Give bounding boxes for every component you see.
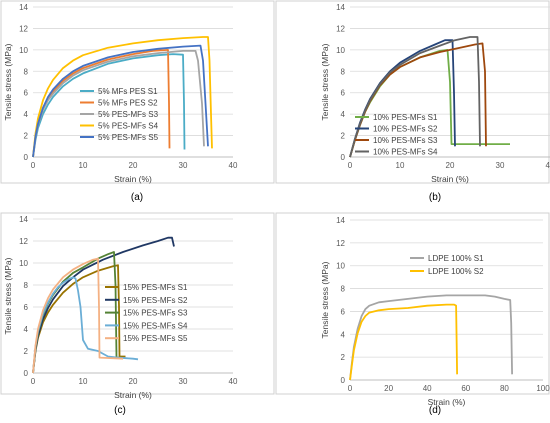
series-line (349, 36, 481, 158)
x-tick-label: 40 (229, 161, 238, 170)
panel-label: (c) (114, 405, 126, 416)
y-tick-label: 8 (24, 281, 29, 290)
x-tick-label: 20 (384, 384, 393, 393)
series-line (32, 257, 124, 374)
legend-label: 5% MFs PES S1 (98, 87, 158, 96)
legend-label: 5% MFs PES S2 (98, 99, 158, 108)
y-tick-label: 2 (24, 347, 29, 356)
y-tick-label: 6 (341, 89, 346, 98)
x-tick-label: 10 (396, 161, 405, 170)
x-tick-label: 30 (496, 161, 505, 170)
legend-label: 10% PES-MFs S1 (373, 113, 438, 122)
chart-panel-3: 0 2 4 6 8 10 12 14 0 10 20 30 40 Strain (%) Tensile st… (0, 212, 275, 416)
y-axis-title: Tensile stress (MPa) (3, 43, 13, 120)
series-line (32, 36, 213, 158)
legend-label: 10% PES-MFs S3 (373, 136, 438, 145)
series-line (32, 44, 209, 158)
x-tick-label: 40 (423, 384, 432, 393)
y-tick-label: 12 (336, 24, 345, 33)
y-tick-label: 12 (19, 24, 28, 33)
y-tick-label: 14 (336, 216, 345, 225)
y-tick-label: 0 (24, 369, 29, 378)
x-tick-label: 40 (546, 161, 550, 170)
y-tick-label: 8 (24, 67, 29, 76)
chart-panel-1: 0 2 4 6 8 10 12 14 0 10 20 30 40 Strain (%) Tensile st… (0, 0, 275, 203)
y-axis-title: Tensile stress (MPa) (3, 257, 13, 334)
y-tick-label: 4 (341, 110, 346, 119)
x-tick-label: 40 (229, 377, 238, 386)
x-axis-title: Strain (%) (431, 174, 469, 184)
legend-label: 5% PES-MFs S4 (98, 122, 159, 131)
legend-label: LDPE 100% S2 (428, 267, 484, 276)
y-tick-label: 10 (19, 46, 28, 55)
x-tick-label: 30 (179, 377, 188, 386)
x-tick-label: 0 (31, 377, 36, 386)
y-tick-label: 6 (341, 307, 346, 316)
series-line (32, 276, 139, 374)
x-tick-label: 80 (500, 384, 509, 393)
x-axis-title: Strain (%) (114, 390, 152, 400)
x-tick-label: 0 (348, 161, 353, 170)
x-tick-label: 100 (536, 384, 550, 393)
legend-label: 10% PES-MFs S4 (373, 148, 438, 157)
series-line (349, 303, 458, 381)
chart-panel-4: 0 2 4 6 8 10 12 14 0 20 40 60 80 100 Strain (%) Tensile… (275, 212, 550, 416)
legend-label: 15% PES-MFs S3 (123, 309, 188, 318)
y-tick-label: 12 (19, 237, 28, 246)
x-tick-label: 20 (129, 161, 138, 170)
y-tick-label: 0 (341, 153, 346, 162)
y-tick-label: 2 (24, 132, 29, 141)
x-tick-label: 0 (31, 161, 36, 170)
x-tick-label: 20 (129, 377, 138, 386)
legend-label: 15% PES-MFs S2 (123, 296, 188, 305)
y-tick-label: 10 (336, 262, 345, 271)
y-tick-label: 2 (341, 132, 346, 141)
y-tick-label: 4 (341, 330, 346, 339)
y-axis-title: Tensile stress (MPa) (320, 261, 330, 338)
x-axis-title: Strain (%) (428, 397, 466, 407)
legend-label: 10% PES-MFs S2 (373, 125, 438, 134)
y-tick-label: 6 (24, 303, 29, 312)
y-tick-label: 0 (24, 153, 29, 162)
panel-label: (a) (131, 192, 143, 203)
y-tick-label: 10 (19, 259, 28, 268)
series-line (32, 236, 175, 374)
legend-label: LDPE 100% S1 (428, 254, 484, 263)
legend-label: 15% PES-MFs S1 (123, 283, 188, 292)
y-tick-label: 0 (341, 376, 346, 385)
y-tick-label: 12 (336, 239, 345, 248)
x-axis-title: Strain (%) (114, 174, 152, 184)
y-tick-label: 8 (341, 285, 346, 294)
y-tick-label: 4 (24, 110, 29, 119)
panel-border (0, 212, 275, 395)
y-tick-label: 2 (341, 353, 346, 362)
y-tick-label: 4 (24, 325, 29, 334)
chart-panel-2: 0 2 4 6 8 10 12 14 0 10 20 30 40 Strain (%) Tensile st… (275, 0, 550, 203)
y-tick-label: 14 (336, 3, 345, 12)
x-tick-label: 0 (348, 384, 353, 393)
y-tick-label: 14 (19, 3, 28, 12)
panel-border (275, 212, 550, 395)
x-tick-label: 20 (446, 161, 455, 170)
y-tick-label: 10 (336, 46, 345, 55)
y-axis-title: Tensile stress (MPa) (320, 43, 330, 120)
x-tick-label: 10 (79, 377, 88, 386)
panel-label: (b) (429, 192, 441, 203)
legend-label: 5% PES-MFs S5 (98, 133, 159, 142)
x-tick-label: 10 (79, 161, 88, 170)
x-tick-label: 30 (179, 161, 188, 170)
panel-border (275, 0, 550, 184)
series-line (32, 53, 186, 158)
series-line (349, 294, 513, 381)
y-tick-label: 6 (24, 89, 29, 98)
panel-label: (d) (429, 405, 441, 416)
y-tick-label: 14 (19, 215, 28, 224)
legend-label: 5% PES-MFs S3 (98, 110, 159, 119)
y-tick-label: 8 (341, 67, 346, 76)
legend-label: 15% PES-MFs S4 (123, 321, 188, 330)
legend-label: 15% PES-MFs S5 (123, 334, 188, 343)
x-tick-label: 60 (461, 384, 470, 393)
panel-border (0, 0, 275, 184)
